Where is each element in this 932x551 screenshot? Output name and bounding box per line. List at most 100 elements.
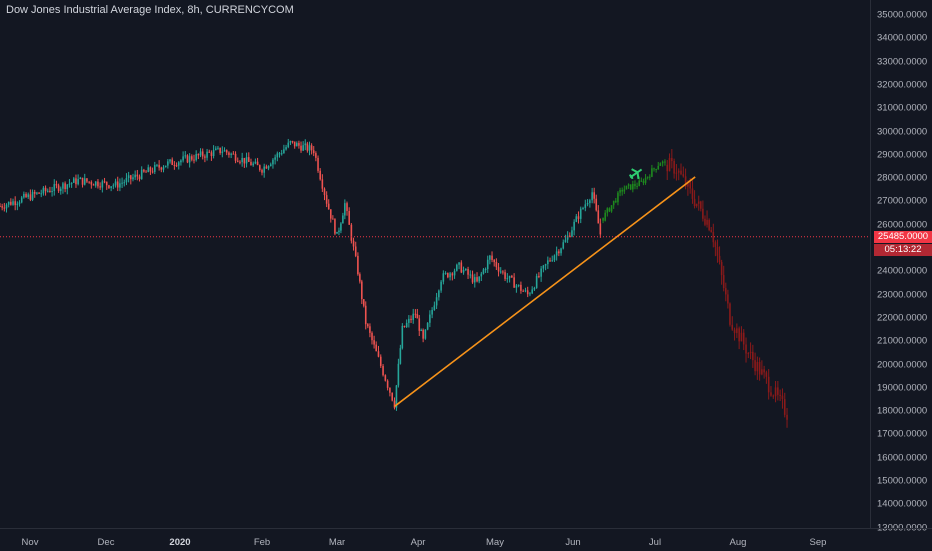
price-candle xyxy=(489,255,491,260)
countdown-label: 05:13:22 xyxy=(874,243,932,256)
price-candle xyxy=(403,325,406,327)
price-candle xyxy=(312,150,315,154)
price-candle xyxy=(201,151,204,157)
price-candle xyxy=(228,152,230,155)
price-candle xyxy=(547,260,549,265)
price-tick: 26000.0000 xyxy=(877,219,928,231)
price-candle xyxy=(405,322,408,327)
projection-down-candle xyxy=(680,170,682,175)
price-candle xyxy=(346,203,348,212)
projection-up-candle xyxy=(625,185,628,190)
time-axis[interactable]: Nov Dec 2020 Feb Mar Apr May Jun Jul Aug Sep xyxy=(0,528,932,551)
price-candle xyxy=(362,299,365,306)
price-candle xyxy=(551,260,554,262)
price-candle xyxy=(16,203,19,206)
time-tick: Sep xyxy=(809,537,827,548)
time-tick: 2020 xyxy=(169,537,191,548)
price-candle xyxy=(291,141,294,143)
price-candle xyxy=(473,277,476,283)
price-candle xyxy=(40,193,43,195)
price-candle xyxy=(395,385,398,408)
price-candle xyxy=(263,166,265,173)
price-axis[interactable]: 35000.0000 34000.0000 33000.0000 32000.0000… xyxy=(870,0,932,533)
price-candle xyxy=(79,177,82,180)
price-candle xyxy=(94,181,97,186)
price-candle xyxy=(379,356,382,366)
price-candle xyxy=(302,145,304,151)
projection-down-candle xyxy=(704,218,706,225)
projection-down-candle xyxy=(666,164,669,172)
price-candle xyxy=(371,332,373,341)
price-candle xyxy=(184,155,187,157)
price-candle xyxy=(193,159,195,161)
price-candle xyxy=(566,235,569,240)
projection-down-candle xyxy=(733,329,736,334)
current-price-label: 25485.0000 xyxy=(874,230,932,243)
price-candle xyxy=(451,273,454,276)
price-candle xyxy=(361,281,363,300)
projection-down-candle xyxy=(777,387,779,395)
projection-up-candle xyxy=(640,180,643,182)
price-candle xyxy=(75,178,77,185)
projection-down-candle xyxy=(718,255,721,263)
price-candle xyxy=(29,194,32,200)
price-candle xyxy=(119,183,121,188)
projection-down-candle xyxy=(702,208,704,219)
price-tick: 21000.0000 xyxy=(877,335,928,347)
projection-up-candle xyxy=(659,163,662,166)
price-candle xyxy=(57,185,60,192)
price-candle xyxy=(424,329,427,339)
price-candle xyxy=(97,181,99,187)
price-candle xyxy=(195,154,197,161)
price-candle xyxy=(90,181,93,185)
projection-down-candle xyxy=(684,176,687,187)
projection-up-candle xyxy=(661,161,664,164)
price-candle xyxy=(589,200,591,204)
price-candle xyxy=(310,145,313,151)
price-candle xyxy=(5,204,8,209)
price-candle xyxy=(431,309,433,315)
price-candle xyxy=(597,210,600,224)
price-candle xyxy=(180,160,182,163)
projection-down-candle xyxy=(691,188,694,199)
chart-title: Dow Jones Industrial Average Index, 8h, … xyxy=(6,4,294,16)
price-candle xyxy=(232,153,235,155)
price-candle xyxy=(38,192,40,194)
chart-area[interactable]: Dow Jones Industrial Average Index, 8h, … xyxy=(0,0,870,528)
projection-down-candle xyxy=(772,395,775,397)
price-candle xyxy=(164,165,167,168)
price-candle xyxy=(558,251,560,254)
projection-up-candle xyxy=(644,177,647,183)
projection-down-candle xyxy=(700,201,702,209)
price-candle xyxy=(420,329,422,331)
price-candle xyxy=(116,181,119,188)
price-candle xyxy=(25,193,27,198)
price-plot[interactable] xyxy=(0,0,870,528)
price-candle xyxy=(66,184,69,190)
price-candle xyxy=(575,216,578,222)
price-candle xyxy=(258,165,261,170)
projection-down-candle xyxy=(756,361,759,372)
price-candle xyxy=(495,262,498,268)
price-candle xyxy=(278,153,281,155)
price-candle xyxy=(83,178,86,185)
projection-up-candle xyxy=(621,190,623,192)
price-candle xyxy=(416,314,419,319)
price-candle xyxy=(471,274,474,283)
price-candle xyxy=(239,161,241,163)
price-candle xyxy=(357,255,359,275)
price-candle xyxy=(323,188,326,196)
price-candle xyxy=(544,264,547,266)
projection-down-candle xyxy=(671,157,673,161)
price-candle xyxy=(373,340,375,345)
price-candle xyxy=(197,154,200,156)
price-candle xyxy=(186,155,189,163)
price-candle xyxy=(382,365,384,376)
price-candle xyxy=(112,185,115,187)
price-candle xyxy=(175,165,178,167)
price-candle xyxy=(138,176,141,180)
time-tick: Apr xyxy=(410,537,426,548)
price-candle xyxy=(444,273,447,275)
projection-up-candle xyxy=(627,184,630,186)
price-candle xyxy=(147,167,150,173)
